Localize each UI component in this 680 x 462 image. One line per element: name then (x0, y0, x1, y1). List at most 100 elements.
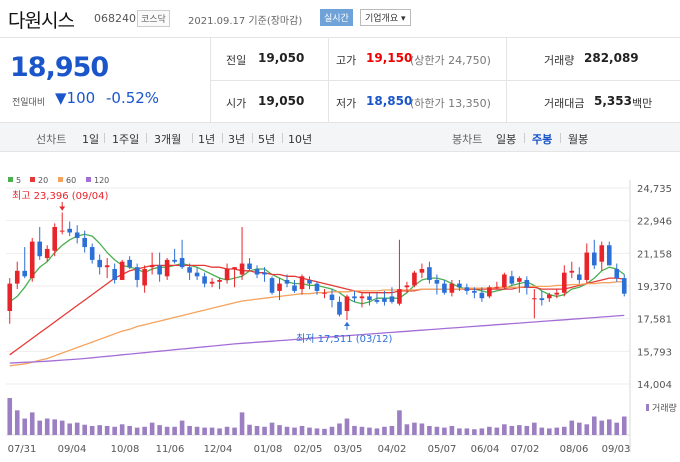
candle-body (621, 278, 627, 294)
current-price: 18,950 (10, 52, 109, 83)
volume-bar (299, 425, 305, 435)
volume-bar (82, 424, 87, 435)
volume-bar (389, 425, 395, 435)
legend-label: 60 (66, 176, 76, 185)
candle-body (179, 258, 185, 268)
volume-bar (457, 428, 462, 435)
volume-bar (404, 424, 410, 435)
line-chart-label: 선차트 (36, 133, 67, 146)
volume-bar (374, 428, 380, 435)
candle-body (457, 283, 462, 288)
candle-body (262, 272, 267, 275)
max-annotation: 최고 23,396 (09/04) (12, 190, 108, 202)
tab-period-3m[interactable]: 3개월 (154, 133, 182, 146)
volume-bar (419, 423, 425, 435)
volume-bar (584, 424, 590, 435)
volume-bar (494, 427, 500, 435)
candle-body (614, 269, 620, 279)
candle-body (239, 263, 245, 275)
volume-bar (292, 427, 297, 435)
volume-bar (74, 422, 80, 435)
candle-body (449, 283, 455, 293)
volume-bar (164, 426, 170, 435)
candle-body (22, 270, 28, 277)
volume-bar (502, 424, 507, 435)
tab-separator (252, 133, 253, 143)
candle-body (322, 292, 327, 294)
candle-body (382, 298, 387, 302)
legend-swatch (30, 177, 35, 182)
open-value: 19,050 (258, 94, 305, 108)
tab-period-3y[interactable]: 3년 (228, 133, 246, 146)
volume-bar (329, 426, 335, 435)
candle-body (509, 276, 515, 284)
tab-period-1w[interactable]: 1주일 (112, 133, 140, 146)
candle-body (562, 272, 567, 293)
volume-bar (532, 422, 537, 435)
candle-body (479, 292, 485, 299)
volume-bar (127, 425, 132, 435)
tab-separator (146, 133, 147, 143)
candle-body (569, 270, 575, 273)
x-tick-label: 07/31 (8, 444, 37, 455)
change-value: ▼100 (55, 89, 96, 107)
candle-body (172, 259, 177, 262)
legend-swatch (8, 177, 13, 182)
candle-body (187, 267, 192, 273)
chart-tab-bar: 선차트 1일 1주일 3개월 1년 3년 5년 10년 봉차트 일봉 주봉 월봉 (0, 122, 680, 152)
tab-separator (560, 133, 561, 143)
x-tick-label: 11/06 (156, 444, 185, 455)
volume-bar (59, 420, 65, 435)
min-annotation: 최저 17,511 (03/12) (296, 333, 392, 345)
tab-period-1d[interactable]: 1일 (82, 133, 100, 146)
volume-bar (427, 425, 432, 435)
volume-bar (621, 416, 627, 435)
y-tick-label: 17,581 (637, 315, 672, 326)
candle-body (599, 245, 605, 262)
tab-period-10y[interactable]: 10년 (288, 133, 313, 146)
candle-body (434, 279, 440, 284)
volume-bar (224, 426, 230, 435)
candle-body (359, 296, 365, 299)
tab-period-5y[interactable]: 5년 (258, 133, 276, 146)
candle-body (269, 278, 275, 293)
volume-bar (202, 427, 207, 435)
tab-candle-weekly[interactable]: 주봉 (532, 133, 553, 146)
prev-close-label: 전일 (226, 54, 247, 67)
tab-candle-daily[interactable]: 일봉 (496, 133, 517, 146)
volume-bar (599, 420, 605, 435)
y-tick-label: 22,946 (637, 217, 672, 228)
candle-body (119, 261, 125, 280)
candle-body (329, 294, 335, 301)
candle-body (37, 241, 43, 257)
realtime-button[interactable]: 실시간 (320, 9, 353, 26)
company-info-dropdown[interactable]: 기업개요 ▾ (360, 9, 411, 26)
tab-candle-monthly[interactable]: 월봉 (568, 133, 589, 146)
change-percent: -0.52% (106, 89, 160, 107)
volume-legend-label: 거래량 (652, 402, 677, 414)
tab-period-1y[interactable]: 1년 (198, 133, 216, 146)
y-tick-label: 19,370 (637, 282, 672, 293)
y-tick-label: 24,735 (637, 184, 672, 195)
volume-bar (382, 426, 387, 435)
candle-body (209, 281, 215, 284)
candle-body (352, 296, 357, 299)
candle-body (277, 283, 282, 291)
candle-body (142, 269, 147, 286)
volume-bar (7, 398, 13, 435)
candle-body (97, 259, 102, 268)
min-arrow-head (343, 321, 350, 326)
volume-bar (352, 425, 357, 435)
volume-bar (569, 420, 575, 435)
volume-bar (464, 428, 470, 435)
legend-swatch (58, 177, 63, 182)
legend-swatch (86, 177, 91, 182)
y-tick-label: 15,793 (637, 347, 672, 358)
candle-body (576, 274, 582, 280)
volume-bar (307, 427, 312, 435)
candle-body (427, 267, 432, 280)
tab-separator (524, 133, 525, 143)
price-chart[interactable]: 24,735 22,946 21,158 19,370 17,581 15,793 14,0… (0, 152, 680, 462)
candle-body (29, 241, 35, 279)
candle-body (52, 226, 58, 251)
